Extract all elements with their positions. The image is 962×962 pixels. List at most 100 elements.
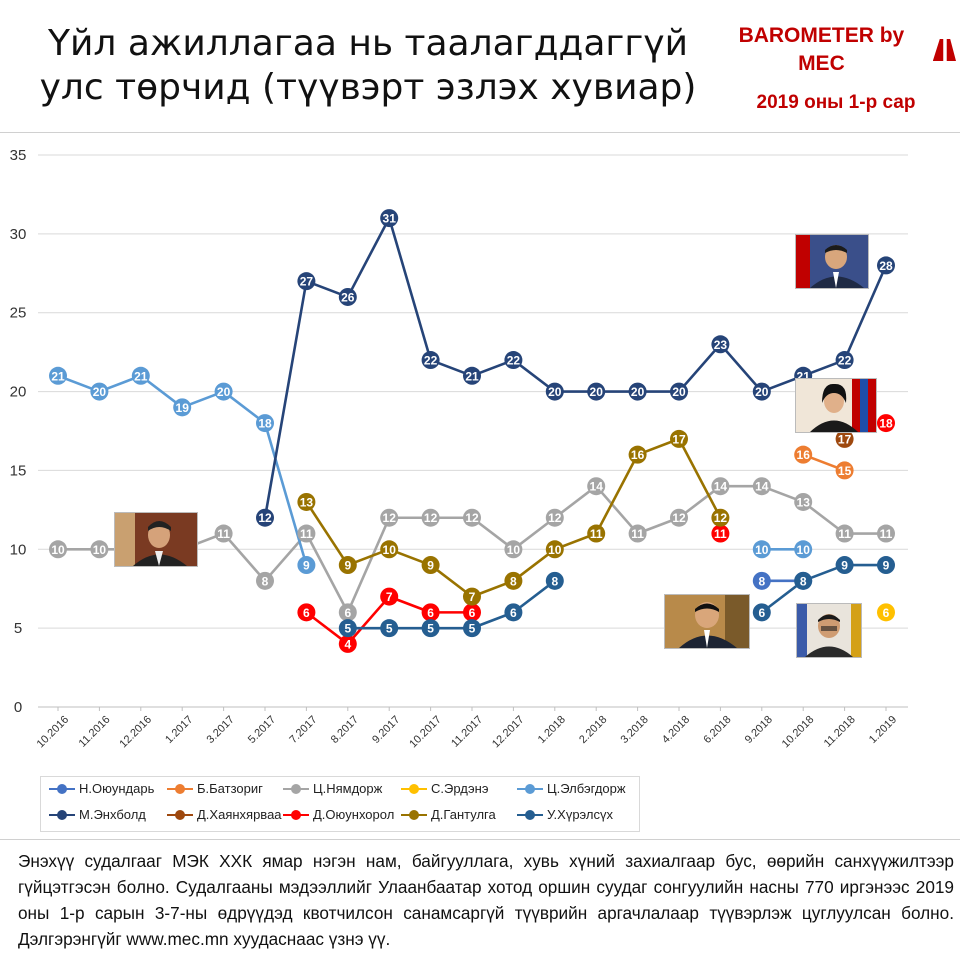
x-tick-label: 7.2017 — [287, 714, 319, 746]
data-label: 26 — [341, 290, 355, 304]
legend-swatch-icon — [517, 809, 543, 820]
data-label: 12 — [465, 511, 479, 525]
data-label: 8 — [262, 574, 269, 588]
data-point — [504, 351, 523, 370]
data-point — [587, 382, 606, 401]
data-point — [877, 414, 895, 433]
data-point — [297, 524, 316, 543]
legend-item: Б.Батзориг — [167, 781, 263, 796]
x-tick-label: 1.2018 — [536, 714, 568, 746]
data-point — [380, 587, 399, 606]
series-line — [347, 579, 556, 630]
legend-item: С.Эрдэнэ — [401, 781, 488, 796]
data-label: 21 — [465, 369, 479, 383]
data-label: 10 — [51, 543, 65, 557]
data-point — [877, 603, 895, 622]
series-points: 8 8 16 15 10 10 10 10 11 8 11 6 12 12 12 10 12 14 11 12 14 14… — [49, 209, 895, 653]
portrait-icon — [115, 513, 197, 566]
data-label: 18 — [879, 417, 893, 431]
politician-photo-1 — [114, 512, 198, 567]
legend-label: Н.Оюундарь — [79, 781, 155, 796]
x-tick-label: 4.2018 — [660, 714, 692, 746]
data-point — [877, 524, 895, 543]
data-label: 9 — [841, 559, 848, 573]
data-point — [421, 603, 440, 622]
data-label: 20 — [548, 385, 562, 399]
x-tick-label: 3.2018 — [619, 714, 651, 746]
legend-label: Ц.Нямдорж — [313, 781, 383, 796]
legend-swatch-icon — [167, 783, 193, 794]
data-point — [338, 603, 357, 622]
x-tick-label: 5.2017 — [246, 714, 278, 746]
data-label: 6 — [883, 606, 890, 620]
x-tick-label: 1.2019 — [867, 714, 899, 746]
data-label: 10 — [548, 543, 562, 557]
data-point — [504, 540, 523, 559]
x-tick-label: 6.2018 — [701, 714, 733, 746]
data-label: 11 — [631, 527, 644, 541]
data-point — [835, 429, 854, 448]
x-tick-label: 12.2016 — [117, 714, 154, 751]
y-tick-label: 30 — [10, 226, 27, 243]
data-label: 6 — [344, 606, 351, 620]
data-point — [752, 540, 771, 559]
axes: 0 5 10 15 20 25 30 35 10.2016 11.2016 12.2016 1.201… — [10, 147, 900, 750]
data-label: 15 — [838, 464, 852, 478]
legend-label: Д.Гантулга — [431, 807, 496, 822]
data-label: 6 — [427, 606, 434, 620]
legend-label: С.Эрдэнэ — [431, 781, 489, 796]
series-line — [263, 216, 888, 518]
data-label: 22 — [424, 354, 438, 368]
data-label: 12 — [548, 511, 562, 525]
data-point — [711, 508, 730, 527]
data-point — [752, 382, 771, 401]
y-tick-label: 25 — [10, 305, 27, 322]
portrait-icon — [796, 235, 868, 288]
data-label: 6 — [510, 606, 517, 620]
data-point — [545, 508, 564, 527]
data-point — [49, 366, 67, 385]
data-label: 17 — [672, 432, 686, 446]
data-point — [628, 524, 647, 543]
data-point — [338, 287, 357, 306]
x-tick-label: 2.2018 — [577, 714, 609, 746]
data-point — [297, 603, 316, 622]
data-label: 11 — [590, 527, 603, 541]
data-point — [380, 209, 399, 228]
data-point — [421, 619, 440, 638]
data-point — [752, 477, 771, 496]
data-label: 5 — [427, 622, 434, 636]
data-label: 5 — [386, 622, 393, 636]
data-point — [380, 508, 399, 527]
data-label: 8 — [551, 574, 558, 588]
y-tick-label: 35 — [10, 147, 27, 164]
footer-note: Энэхүү судалгааг МЭК ХХК ямар нэгэн нам,… — [18, 851, 954, 949]
legend-label: М.Энхболд — [79, 807, 146, 822]
data-point — [711, 477, 730, 496]
data-point — [794, 571, 813, 590]
data-label: 5 — [469, 622, 476, 636]
data-label: 18 — [258, 417, 272, 431]
data-point — [214, 524, 233, 543]
data-point — [131, 366, 150, 385]
legend-swatch-icon — [401, 809, 427, 820]
data-label: 8 — [510, 574, 517, 588]
brand-name: BAROMETER by MEC — [738, 24, 905, 75]
data-point — [752, 603, 771, 622]
legend-item: Ц.Нямдорж — [283, 781, 382, 796]
data-label: 10 — [755, 543, 769, 557]
data-label: 12 — [383, 511, 397, 525]
data-point — [628, 382, 647, 401]
legend-item: М.Энхболд — [49, 807, 146, 822]
data-point — [256, 414, 274, 433]
legend-item: Ц.Элбэгдорж — [517, 781, 626, 796]
legend-label: Ц.Элбэгдорж — [547, 781, 626, 796]
data-point — [835, 524, 854, 543]
data-point — [463, 603, 481, 622]
x-tick-label: 9.2018 — [743, 714, 775, 746]
legend-label: Б.Батзориг — [197, 781, 263, 796]
data-label: 28 — [879, 259, 893, 273]
data-label: 20 — [590, 385, 604, 399]
data-point — [877, 256, 895, 275]
legend-swatch-icon — [401, 783, 427, 794]
